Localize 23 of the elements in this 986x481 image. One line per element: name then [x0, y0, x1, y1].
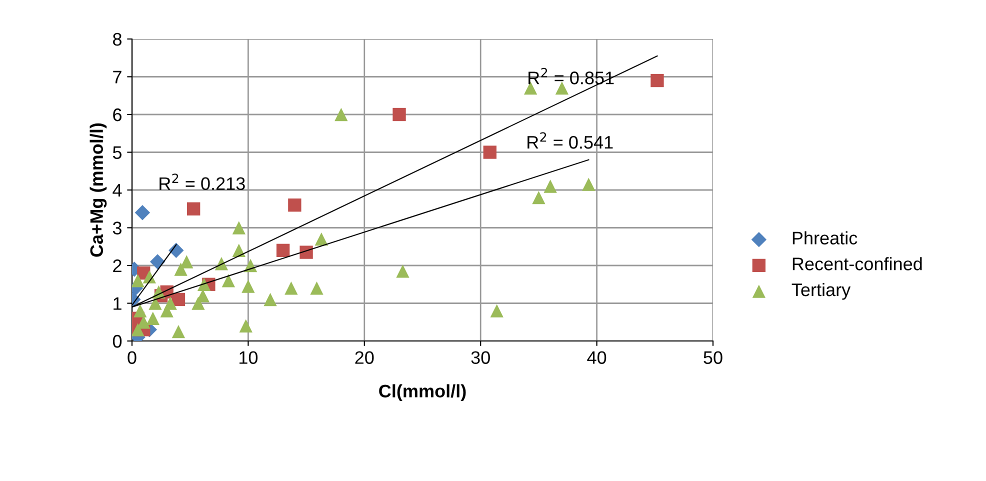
y-tick-label: 4 — [112, 184, 122, 197]
y-tick-label: 3 — [112, 222, 122, 234]
annotation: R$^{2}$ = 0.851 — [528, 68, 614, 84]
legend-label: Phreatic — [792, 231, 858, 244]
y-tick-label: 1 — [114, 297, 122, 310]
y-tick-label: 2 — [113, 259, 122, 272]
y-tick-label: 8 — [113, 32, 122, 46]
x-tick-label: 20 — [355, 351, 374, 364]
y-tick-label: 7 — [113, 70, 122, 84]
x-tick-label: 50 — [704, 351, 722, 364]
legend-label: Recent-confined — [792, 257, 922, 270]
y-tick-label: 5 — [112, 146, 122, 159]
x-tick-label: 0 — [128, 351, 136, 364]
annotation: R$^{2}$ = 0.541 — [528, 132, 613, 149]
x-tick-label: 40 — [587, 351, 606, 364]
x-axis-title: Cl(mmol/l) — [379, 384, 466, 402]
x-tick-label: 10 — [240, 351, 258, 364]
y-tick-label: 6 — [113, 108, 122, 122]
annotation: R$^{2}$ = 0.213 — [160, 174, 245, 190]
x-tick-label: 30 — [471, 351, 490, 364]
y-tick-label: 0 — [112, 334, 122, 348]
y-axis-title: Ca+Mg (mmol/l) — [90, 123, 107, 257]
legend-label: Tertiary — [792, 282, 851, 300]
